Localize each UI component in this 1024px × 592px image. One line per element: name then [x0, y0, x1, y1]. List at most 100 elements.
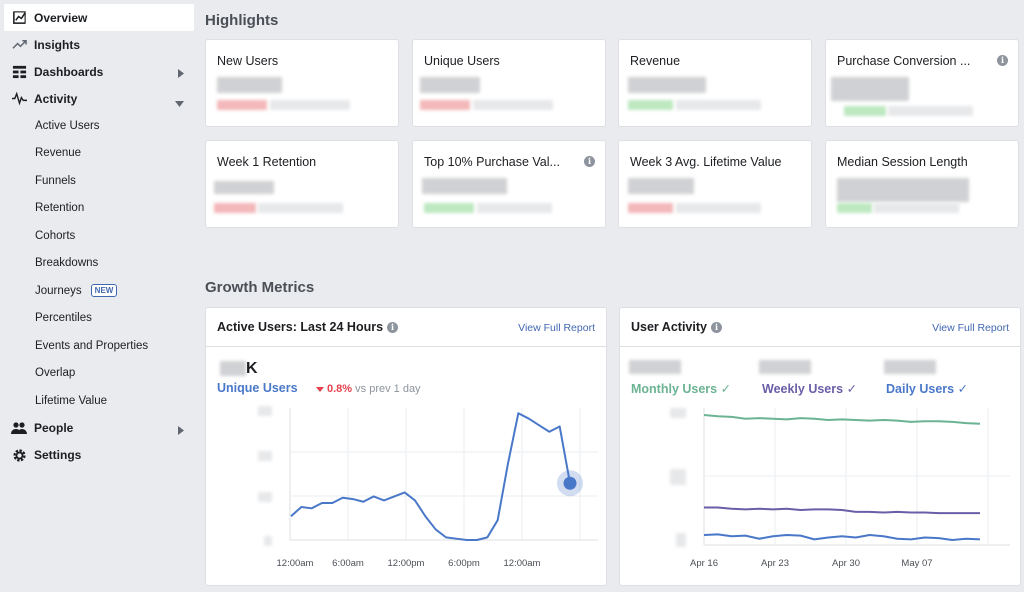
highlight-card-top10-purchase[interactable]: Top 10% Purchase Val... i	[412, 140, 606, 228]
highlight-card-week3-ltv[interactable]: Week 3 Avg. Lifetime Value	[618, 140, 812, 228]
sidebar-item-label: Activity	[34, 91, 78, 106]
panel-title: Active Users: Last 24 Hours	[217, 320, 384, 334]
card-label: Week 3 Avg. Lifetime Value	[630, 155, 782, 169]
redacted-axis-label	[258, 492, 272, 502]
series-label-daily-users[interactable]: Daily Users ✓	[886, 381, 968, 396]
sidebar-subitem-lifetime-value[interactable]: Lifetime Value	[0, 387, 196, 415]
sidebar-item-label: Dashboards	[34, 64, 104, 79]
card-label: New Users	[217, 54, 279, 68]
grid-icon	[11, 64, 27, 80]
sidebar-item-dashboards[interactable]: Dashboards	[0, 58, 196, 85]
x-tick-label: Apr 16	[690, 558, 718, 569]
info-icon[interactable]: i	[584, 156, 595, 167]
sidebar-item-label: Overview	[34, 10, 88, 25]
info-icon[interactable]: i	[710, 321, 722, 333]
current-point[interactable]	[563, 476, 577, 490]
x-tick-label: 6:00pm	[448, 558, 480, 569]
redacted-value	[420, 77, 480, 93]
sidebar-subitem-percentiles[interactable]: Percentiles	[0, 305, 196, 333]
active-users-panel: Active Users: Last 24 Hours i View Full …	[205, 307, 607, 586]
sidebar-item-activity[interactable]: Activity	[0, 85, 196, 112]
down-arrow-icon	[316, 386, 324, 392]
trend-indicator	[214, 203, 256, 213]
delta-indicator: 0.8% vs prev 1 day	[316, 383, 421, 395]
card-label: Top 10% Purchase Val...	[424, 155, 560, 169]
active-users-chart[interactable]: 12:00am 6:00am 12:00pm 6:00pm 12:00am	[206, 308, 606, 585]
redacted-value	[214, 181, 274, 194]
series-label-unique-users[interactable]: Unique Users	[217, 381, 298, 395]
highlight-card-purchase-conversion[interactable]: Purchase Conversion ... i	[825, 39, 1019, 127]
sidebar-subitem-retention[interactable]: Retention	[0, 195, 196, 223]
highlight-card-new-users[interactable]: New Users	[205, 39, 399, 127]
sidebar-subitem-events-properties[interactable]: Events and Properties	[0, 332, 196, 360]
series-label-text: Weekly Users	[762, 382, 844, 396]
trend-indicator	[217, 100, 267, 110]
sidebar-item-insights[interactable]: Insights	[0, 31, 196, 58]
view-full-report-link[interactable]: View Full Report	[518, 322, 595, 334]
sidebar-item-label: Insights	[34, 37, 81, 52]
sidebar-subitem-journeys[interactable]: Journeys NEW	[0, 277, 196, 305]
sidebar-subitem-revenue[interactable]: Revenue	[0, 140, 196, 168]
trend-indicator	[628, 203, 673, 213]
info-icon[interactable]: i	[387, 321, 399, 333]
user-activity-chart[interactable]: Apr 16 Apr 23 Apr 30 May 07	[620, 308, 1020, 585]
trend-indicator	[837, 203, 872, 213]
sidebar-subitem-active-users[interactable]: Active Users	[0, 112, 196, 140]
x-tick-label: 12:00am	[277, 558, 314, 569]
growth-metrics-title: Growth Metrics	[205, 279, 315, 296]
redacted-value	[759, 360, 811, 374]
sidebar-subitem-overlap[interactable]: Overlap	[0, 360, 196, 388]
sidebar-subitem-label: Retention	[35, 202, 85, 215]
card-label: Median Session Length	[837, 155, 968, 169]
sidebar-subitem-label: Active Users	[35, 119, 100, 132]
delta-percent: 0.8%	[327, 383, 353, 395]
user-activity-panel: User Activity i View Full Report Monthly…	[619, 307, 1021, 586]
series-line-monthly-users[interactable]	[703, 414, 981, 425]
checkmark-icon: ✓	[720, 382, 732, 396]
x-tick-label: 12:00am	[504, 558, 541, 569]
redacted-text	[477, 203, 552, 213]
card-label: Purchase Conversion ...	[837, 54, 971, 68]
sidebar: Overview Insights Dashboards Activity Ac…	[0, 0, 196, 592]
chevron-down-icon	[175, 96, 184, 110]
people-icon	[11, 420, 27, 436]
redacted-axis-label	[670, 469, 686, 485]
sidebar-item-settings[interactable]: Settings	[0, 442, 196, 469]
series-label-weekly-users[interactable]: Weekly Users ✓	[762, 381, 857, 396]
new-badge: NEW	[90, 284, 118, 298]
sidebar-subitem-label: Overlap	[35, 367, 76, 380]
highlights-title: Highlights	[205, 12, 279, 29]
redacted-value	[629, 360, 681, 374]
trend-indicator	[844, 106, 886, 116]
redacted-axis-label	[258, 451, 272, 461]
highlight-card-unique-users[interactable]: Unique Users	[412, 39, 606, 127]
sidebar-item-label: Settings	[34, 448, 82, 462]
series-line-daily-users[interactable]	[703, 533, 981, 541]
card-label: Unique Users	[424, 54, 500, 68]
sidebar-subitem-label: Lifetime Value	[35, 394, 108, 407]
sidebar-subitem-breakdowns[interactable]: Breakdowns	[0, 250, 196, 278]
pulse-icon	[11, 91, 27, 107]
x-tick-label: Apr 30	[832, 558, 860, 569]
sidebar-subitem-label: Percentiles	[35, 312, 92, 325]
chevron-right-icon	[178, 424, 184, 438]
sidebar-subitem-label: Events and Properties	[35, 339, 149, 352]
info-icon[interactable]: i	[997, 55, 1008, 66]
series-label-monthly-users[interactable]: Monthly Users ✓	[631, 381, 731, 396]
view-full-report-link[interactable]: View Full Report	[932, 322, 1009, 334]
highlight-card-revenue[interactable]: Revenue	[618, 39, 812, 127]
sidebar-item-overview[interactable]: Overview	[4, 4, 194, 31]
sidebar-subitem-funnels[interactable]: Funnels	[0, 167, 196, 195]
series-line-weekly-users[interactable]	[704, 506, 980, 515]
redacted-value	[831, 77, 909, 101]
sidebar-item-people[interactable]: People	[0, 415, 196, 442]
sidebar-subitem-cohorts[interactable]: Cohorts	[0, 222, 196, 250]
redacted-value	[837, 178, 969, 202]
series-line-unique-users[interactable]	[290, 412, 571, 541]
highlight-card-week1-retention[interactable]: Week 1 Retention	[205, 140, 399, 228]
sidebar-subitem-label: Journeys	[35, 284, 82, 297]
trend-up-icon	[11, 37, 27, 53]
highlight-card-median-session[interactable]: Median Session Length	[825, 140, 1019, 228]
trend-indicator	[420, 100, 470, 110]
redacted-text	[676, 100, 761, 110]
